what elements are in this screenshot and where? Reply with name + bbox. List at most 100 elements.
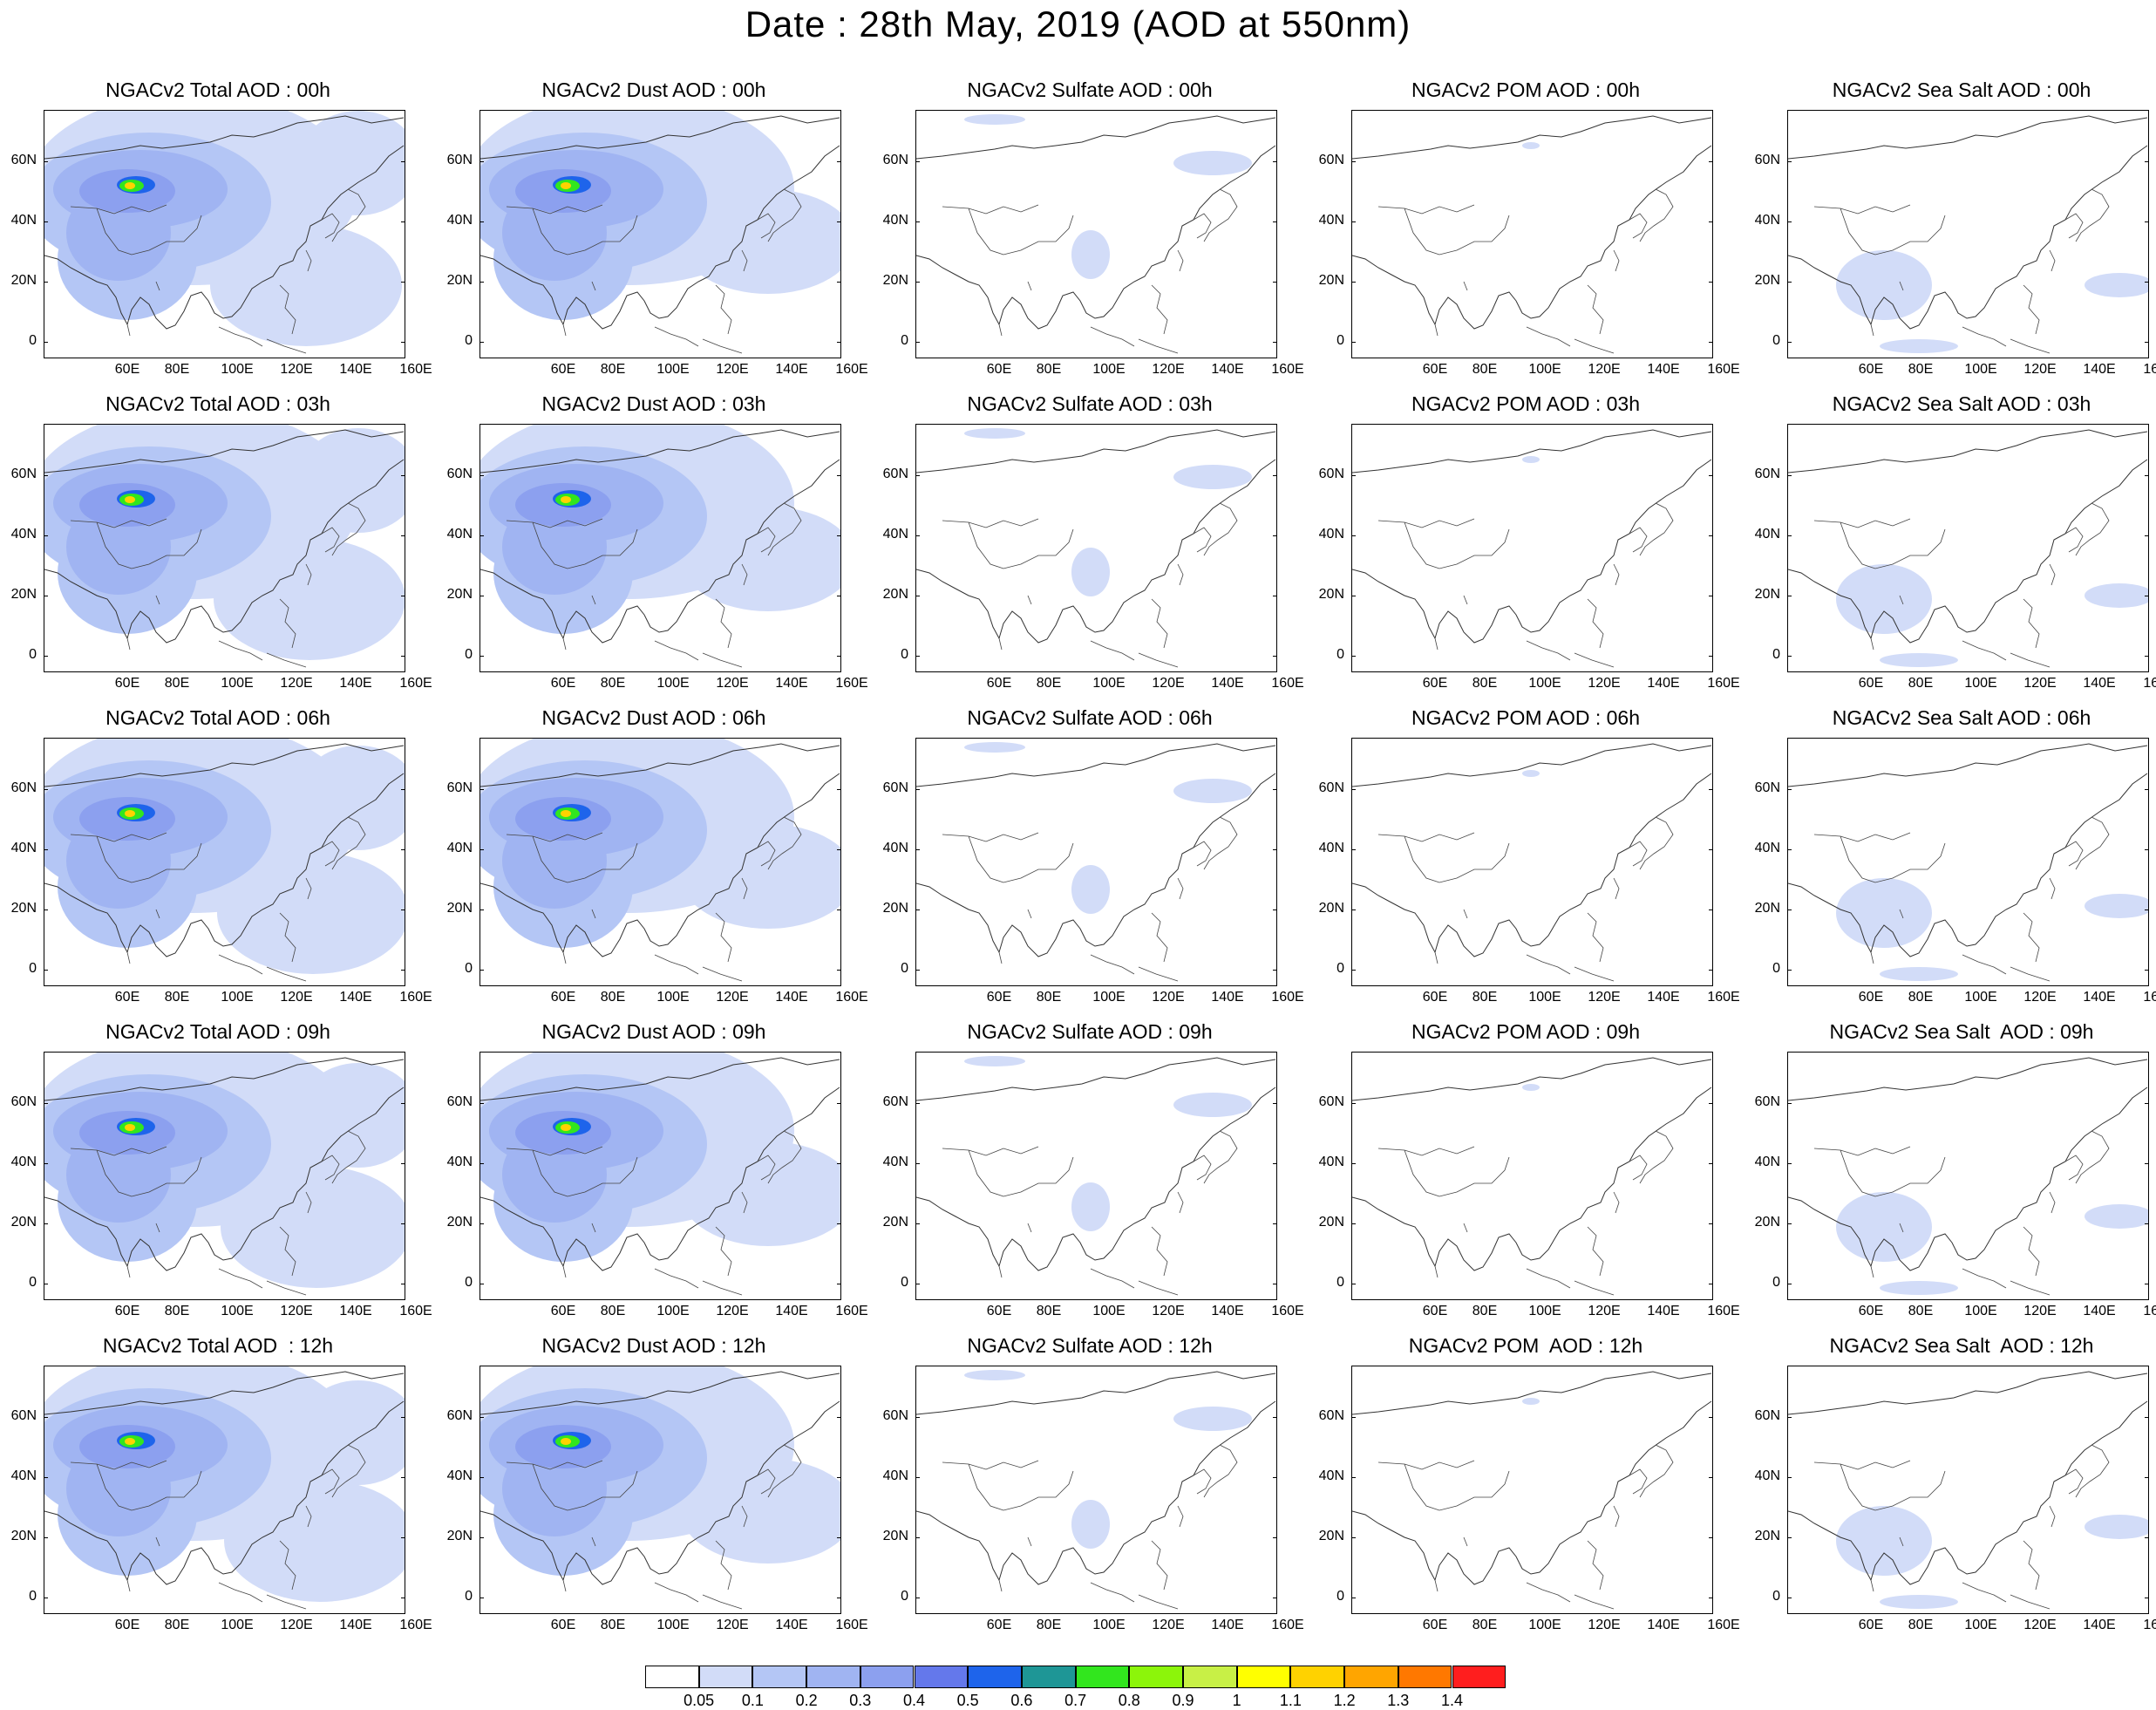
borders <box>70 188 366 354</box>
map-panel-pom-1: NGACv2 POM AOD : 03h 60N 40N 20N 0 60E 80E 100E… <box>1308 392 1744 702</box>
map-svg <box>480 1053 840 1296</box>
lat-tick-right <box>401 1103 405 1104</box>
lat-tick-label: 60N <box>446 780 473 795</box>
map-panel-sulfate-2: NGACv2 Sulfate AOD : 06h 60N 40N 20N 0 60E 80E… <box>872 706 1308 1016</box>
map-area <box>915 424 1277 672</box>
coastline <box>1788 1371 2148 1585</box>
lon-tick-label: 160E <box>2143 990 2156 1005</box>
panel-title: NGACv2 Sulfate AOD : 12h <box>967 1334 1213 1357</box>
lat-tick-label: 60N <box>10 153 37 167</box>
lon-tick-label: 80E <box>164 676 190 691</box>
colorbar-swatch <box>1344 1666 1398 1688</box>
lat-tick-right <box>2145 1417 2149 1418</box>
lon-tick-label: 80E <box>1908 1618 1934 1632</box>
map-svg <box>916 114 1276 354</box>
lat-tick <box>1787 849 1792 850</box>
lat-tick-right <box>1273 282 1277 283</box>
lat-tick-label: 40N <box>1754 1468 1780 1483</box>
lat-tick <box>915 282 920 283</box>
lat-tick <box>1787 789 1792 790</box>
lon-tick-label: 100E <box>1092 676 1126 691</box>
seasalt-aod-field <box>1836 564 2148 667</box>
lat-tick-right <box>1709 1477 1713 1478</box>
map-panel-sulfate-1: NGACv2 Sulfate AOD : 03h 60N 40N 20N 0 60E 80E… <box>872 392 1308 702</box>
sulfate-aod-field <box>964 1056 1252 1231</box>
lat-tick-label: 0 <box>1336 961 1344 976</box>
lat-tick-label: 0 <box>1772 1589 1780 1604</box>
dust-aod-field <box>480 739 840 948</box>
colorbar-label: 1 <box>1232 1692 1241 1709</box>
seasalt-aod-field <box>1836 878 2148 981</box>
coastline <box>916 115 1276 330</box>
lat-tick <box>1787 161 1792 162</box>
lon-tick-label: 80E <box>1908 676 1934 691</box>
panel-title: NGACv2 Dust AOD : 03h <box>541 392 766 415</box>
lat-tick-right <box>1273 161 1277 162</box>
coastline <box>480 1371 840 1585</box>
lon-tick-label: 100E <box>1964 1304 1997 1318</box>
lon-tick-label: 140E <box>775 362 808 377</box>
lat-tick-label: 60N <box>882 467 908 481</box>
total-aod-field <box>44 739 405 974</box>
panel-title: NGACv2 Sea Salt AOD : 06h <box>1832 706 2091 729</box>
lat-tick-label: 60N <box>1754 467 1780 481</box>
lon-tick-label: 120E <box>716 1304 749 1318</box>
lat-tick-label: 0 <box>29 1275 37 1290</box>
lat-tick-right <box>837 1477 841 1478</box>
map-svg <box>1352 429 1712 668</box>
lat-tick-right <box>401 1417 405 1418</box>
lat-tick <box>1351 970 1356 971</box>
lon-tick-label: 140E <box>1647 1618 1680 1632</box>
lat-tick-right <box>1273 970 1277 971</box>
lon-tick-label: 100E <box>221 1304 254 1318</box>
lat-tick-label: 60N <box>10 1408 37 1423</box>
colorbar-label: 1.4 <box>1440 1692 1464 1709</box>
map-area <box>479 738 841 986</box>
colorbar-swatch <box>1129 1666 1183 1688</box>
seasalt-aod-field <box>1836 250 2148 353</box>
lat-tick-right <box>1709 849 1713 850</box>
lat-tick <box>479 535 484 536</box>
lat-tick <box>479 161 484 162</box>
lat-tick-right <box>1709 1417 1713 1418</box>
lon-tick-label: 100E <box>1092 1304 1126 1318</box>
lat-tick <box>1351 1163 1356 1164</box>
panel-title: NGACv2 Dust AOD : 09h <box>541 1020 766 1043</box>
lat-tick-right <box>837 1103 841 1104</box>
colorbar-label: 1.3 <box>1387 1692 1410 1709</box>
lon-tick-label: 100E <box>656 990 690 1005</box>
lon-tick-label: 120E <box>1152 1304 1185 1318</box>
lat-tick-label: 0 <box>465 333 473 348</box>
lon-tick-label: 60E <box>1422 362 1448 377</box>
lat-tick <box>1787 1103 1792 1104</box>
lat-tick-label: 40N <box>1754 1155 1780 1169</box>
lon-tick-label: 60E <box>1422 676 1448 691</box>
borders <box>506 1130 802 1296</box>
colorbar-swatch <box>860 1666 915 1688</box>
lat-tick-label: 60N <box>882 780 908 795</box>
lat-tick-right <box>837 1417 841 1418</box>
lat-tick-right <box>837 282 841 283</box>
coastline <box>44 743 405 957</box>
map-area <box>1787 424 2149 672</box>
colorbar-label: 0.1 <box>741 1692 764 1709</box>
map-area <box>479 424 841 672</box>
lon-tick-label: 140E <box>339 1304 372 1318</box>
lat-tick-label: 0 <box>1772 961 1780 976</box>
lat-tick-label: 20N <box>1318 1215 1344 1230</box>
lon-tick-label: 80E <box>1472 676 1498 691</box>
dust-aod-field <box>480 111 840 320</box>
lat-tick <box>479 282 484 283</box>
borders <box>506 816 802 982</box>
lat-tick-label: 40N <box>10 213 37 228</box>
lon-tick-label: 60E <box>114 362 140 377</box>
lat-tick <box>479 789 484 790</box>
lat-tick <box>44 475 48 476</box>
lon-tick-label: 160E <box>1707 1304 1740 1318</box>
lat-tick-label: 40N <box>882 1468 908 1483</box>
lat-tick-label: 40N <box>1318 841 1344 855</box>
lon-tick-label: 120E <box>716 1618 749 1632</box>
lon-tick-label: 100E <box>221 1618 254 1632</box>
lat-tick-label: 60N <box>446 153 473 167</box>
lat-tick-right <box>401 1537 405 1538</box>
